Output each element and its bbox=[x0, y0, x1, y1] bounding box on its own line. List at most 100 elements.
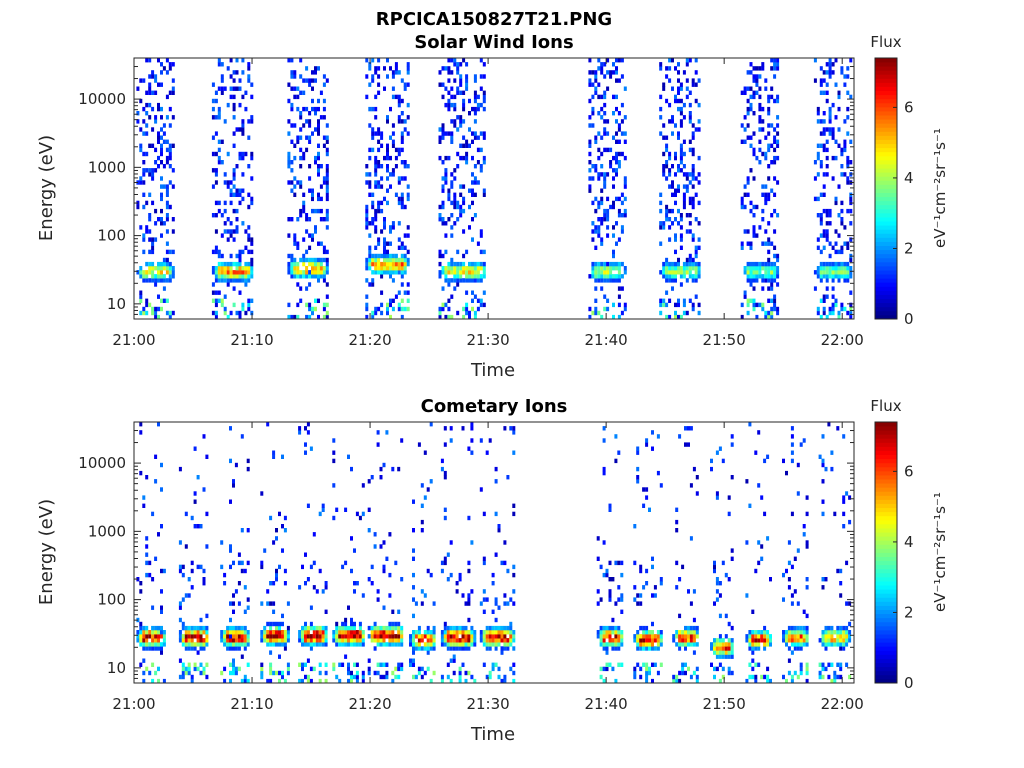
heatmap-cell bbox=[597, 274, 601, 279]
heatmap-cell bbox=[211, 266, 215, 271]
heatmap-cell bbox=[386, 147, 389, 153]
heatmap-cell bbox=[679, 160, 683, 165]
heatmap-cell bbox=[648, 642, 651, 647]
heatmap-cell bbox=[743, 290, 747, 295]
heatmap-cell bbox=[455, 646, 459, 651]
heatmap-cell bbox=[678, 434, 682, 439]
heatmap-cell bbox=[793, 625, 797, 631]
heatmap-cell bbox=[843, 261, 847, 267]
heatmap-cell bbox=[355, 674, 359, 680]
heatmap-cell bbox=[229, 458, 232, 464]
heatmap-cell bbox=[275, 536, 278, 541]
heatmap-cell bbox=[441, 66, 445, 71]
heatmap-cell bbox=[694, 58, 698, 63]
heatmap-cell bbox=[752, 78, 756, 83]
heatmap-cell bbox=[464, 625, 468, 631]
heatmap-cell bbox=[324, 625, 328, 631]
heatmap-cell bbox=[450, 266, 454, 271]
heatmap-cell bbox=[456, 200, 460, 206]
heatmap-cell bbox=[482, 155, 486, 161]
heatmap-cell bbox=[315, 630, 319, 635]
heatmap-cell bbox=[617, 634, 621, 639]
heatmap-cell bbox=[145, 278, 149, 283]
heatmap-cell bbox=[347, 638, 350, 643]
heatmap-cell bbox=[139, 180, 143, 185]
heatmap-cell bbox=[250, 237, 254, 242]
heatmap-cell bbox=[238, 78, 242, 83]
heatmap-cell bbox=[749, 86, 753, 91]
heatmap-cell bbox=[232, 172, 236, 177]
heatmap-cell bbox=[831, 176, 835, 181]
heatmap-cell bbox=[482, 270, 486, 275]
heatmap-cell bbox=[766, 642, 770, 647]
heatmap-cell bbox=[500, 630, 504, 635]
heatmap-cell bbox=[304, 642, 307, 647]
heatmap-cell bbox=[633, 524, 637, 529]
heatmap-cell bbox=[754, 450, 758, 455]
heatmap-cell bbox=[389, 314, 392, 320]
heatmap-cell bbox=[139, 642, 143, 647]
heatmap-cell bbox=[389, 184, 392, 189]
x-tick-label: 22:00 bbox=[821, 695, 864, 713]
colorbar-tick-label: 4 bbox=[904, 169, 914, 187]
heatmap-cell bbox=[412, 585, 415, 590]
heatmap-cell bbox=[785, 568, 788, 574]
heatmap-cell bbox=[793, 630, 797, 635]
heatmap-cell bbox=[145, 90, 149, 95]
heatmap-cell bbox=[462, 253, 466, 259]
heatmap-cell bbox=[748, 634, 752, 639]
heatmap-cell bbox=[347, 625, 350, 631]
heatmap-cell bbox=[691, 266, 695, 271]
heatmap-cell bbox=[202, 625, 206, 631]
heatmap-cell bbox=[695, 634, 699, 639]
heatmap-cell bbox=[848, 638, 852, 643]
heatmap-cell bbox=[154, 556, 158, 561]
heatmap-cell bbox=[412, 630, 415, 635]
heatmap-cell bbox=[748, 642, 752, 647]
heatmap-cell bbox=[374, 310, 378, 316]
heatmap-cell bbox=[139, 225, 143, 230]
heatmap-cell bbox=[145, 572, 149, 578]
heatmap-cell bbox=[374, 66, 378, 71]
heatmap-cell bbox=[309, 666, 313, 672]
heatmap-cell bbox=[790, 458, 794, 464]
heatmap-cell bbox=[154, 147, 158, 153]
heatmap-cell bbox=[391, 168, 395, 173]
heatmap-cell bbox=[335, 621, 339, 627]
heatmap-cell bbox=[769, 678, 772, 684]
colorbar-swatch bbox=[875, 98, 897, 104]
heatmap-cell bbox=[679, 155, 683, 161]
heatmap-cell bbox=[497, 674, 501, 680]
heatmap-cell bbox=[790, 593, 794, 598]
heatmap-cell bbox=[827, 674, 831, 680]
heatmap-cell bbox=[220, 160, 224, 165]
heatmap-cell bbox=[813, 160, 817, 165]
heatmap-cell bbox=[645, 638, 649, 643]
heatmap-cell bbox=[223, 678, 227, 684]
heatmap-cell bbox=[752, 286, 756, 291]
heatmap-cell bbox=[677, 188, 680, 193]
heatmap-cell bbox=[467, 638, 471, 643]
heatmap-cell bbox=[332, 483, 336, 488]
heatmap-cell bbox=[383, 257, 386, 263]
heatmap-cell bbox=[770, 314, 774, 320]
heatmap-cell bbox=[318, 634, 322, 639]
heatmap-cell bbox=[306, 422, 310, 427]
heatmap-cell bbox=[730, 548, 734, 553]
colorbar-swatch bbox=[875, 115, 897, 120]
heatmap-cell bbox=[755, 74, 759, 79]
heatmap-cell bbox=[298, 638, 302, 643]
heatmap-cell bbox=[476, 241, 480, 246]
heatmap-cell bbox=[494, 630, 498, 635]
heatmap-cell bbox=[247, 233, 251, 238]
heatmap-cell bbox=[154, 310, 158, 316]
heatmap-cell bbox=[620, 74, 624, 79]
heatmap-cell bbox=[394, 66, 398, 71]
heatmap-cell bbox=[309, 642, 313, 647]
heatmap-cell bbox=[633, 638, 637, 643]
heatmap-cell bbox=[368, 233, 372, 238]
heatmap-cell bbox=[450, 233, 454, 238]
heatmap-cell bbox=[232, 115, 236, 120]
heatmap-cell bbox=[785, 630, 788, 635]
heatmap-cell bbox=[338, 662, 342, 667]
